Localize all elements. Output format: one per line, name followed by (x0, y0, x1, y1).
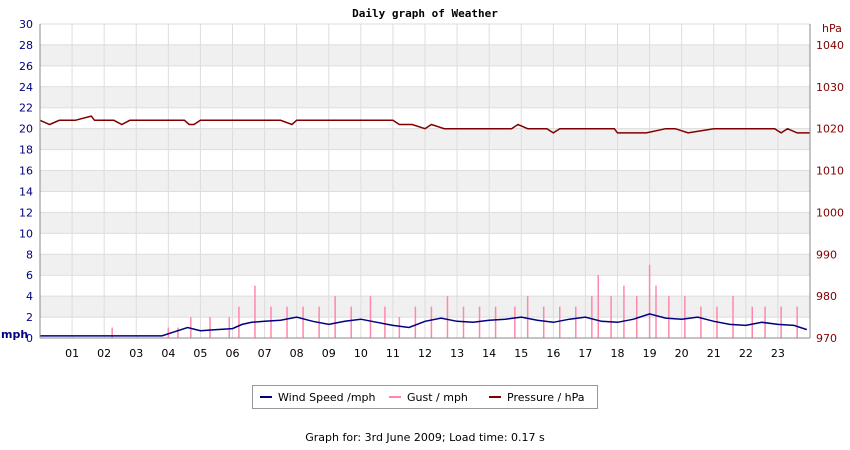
line-series (39, 115, 810, 337)
footer-status: Graph for: 3rd June 2009; Load time: 0.1… (305, 431, 545, 444)
x-tick-label: 10 (354, 347, 368, 360)
y-left-tick-label: 4 (26, 290, 33, 303)
y-left-tick-label: 20 (19, 123, 33, 136)
x-tick-label: 01 (65, 347, 79, 360)
y-left-tick-label: 6 (26, 269, 33, 282)
chart-legend: Wind Speed /mph Gust / mph Pressure / hP… (252, 385, 598, 409)
x-tick-label: 03 (129, 347, 143, 360)
x-axis-tick-labels: 01 02 03 04 05 06 07 08 09 10 11 12 13 14 15 16 17 18 19 20… (65, 347, 785, 360)
y-left-tick-label: 22 (19, 102, 33, 115)
y-left-tick-label: 10 (19, 227, 33, 240)
legend-label-wind-speed: Wind Speed /mph (278, 391, 376, 404)
x-tick-label: 09 (322, 347, 336, 360)
y-right-tick-label: 1020 (816, 123, 844, 136)
y-left-tick-label: 8 (26, 248, 33, 261)
x-tick-label: 23 (771, 347, 785, 360)
left-axis-label: mph (1, 328, 28, 341)
y-left-tick-label: 18 (19, 144, 33, 157)
x-tick-label: 05 (193, 347, 207, 360)
legend-swatch-wind-speed (260, 396, 272, 398)
gust-series (111, 264, 798, 338)
legend-entry-gust: Gust / mph (389, 391, 468, 404)
legend-entry-wind-speed: Wind Speed /mph (260, 391, 376, 404)
x-tick-label: 21 (707, 347, 721, 360)
x-tick-label: 18 (611, 347, 625, 360)
horizontal-gridlines (40, 23, 810, 339)
y-left-tick-label: 14 (19, 185, 33, 198)
y-right-tick-label: 1000 (816, 206, 844, 219)
legend-label-pressure: Pressure / hPa (507, 391, 585, 404)
y-left-tick-label: 28 (19, 39, 33, 52)
legend-label-gust: Gust / mph (407, 391, 468, 404)
y-right-tick-label: 1040 (816, 39, 844, 52)
y-right-tick-label: 980 (816, 290, 837, 303)
y-right-tick-label: 1010 (816, 165, 844, 178)
x-tick-label: 02 (97, 347, 111, 360)
x-tick-label: 06 (226, 347, 240, 360)
x-tick-label: 22 (739, 347, 753, 360)
x-tick-label: 11 (386, 347, 400, 360)
y-left-tick-label: 0 (26, 332, 33, 345)
pressure-line (39, 115, 810, 134)
chart-title: Daily graph of Weather (352, 7, 498, 20)
y-left-tick-label: 30 (19, 18, 33, 31)
x-tick-label: 15 (514, 347, 528, 360)
axes (39, 24, 811, 339)
y-right-tick-label: 1030 (816, 81, 844, 94)
x-tick-label: 16 (546, 347, 560, 360)
x-tick-label: 04 (161, 347, 175, 360)
legend-entry-pressure: Pressure / hPa (489, 391, 585, 404)
x-tick-label: 14 (482, 347, 496, 360)
right-axis-tick-labels: 970 980 990 1000 1010 1020 1030 1040 (816, 39, 844, 345)
x-tick-label: 20 (675, 347, 689, 360)
y-right-tick-label: 970 (816, 332, 837, 345)
x-tick-label: 13 (450, 347, 464, 360)
y-left-tick-label: 12 (19, 206, 33, 219)
wind-speed-line (40, 313, 808, 337)
y-left-tick-label: 24 (19, 81, 33, 94)
y-left-tick-label: 2 (26, 311, 33, 324)
legend-swatch-gust (389, 396, 401, 398)
x-tick-label: 07 (258, 347, 272, 360)
legend-swatch-pressure (489, 396, 501, 398)
x-tick-label: 17 (578, 347, 592, 360)
y-right-tick-label: 990 (816, 248, 837, 261)
right-axis-label: hPa (822, 22, 842, 35)
x-tick-label: 08 (290, 347, 304, 360)
x-tick-label: 19 (643, 347, 657, 360)
y-left-tick-label: 16 (19, 165, 33, 178)
x-tick-label: 12 (418, 347, 432, 360)
y-left-tick-label: 26 (19, 60, 33, 73)
